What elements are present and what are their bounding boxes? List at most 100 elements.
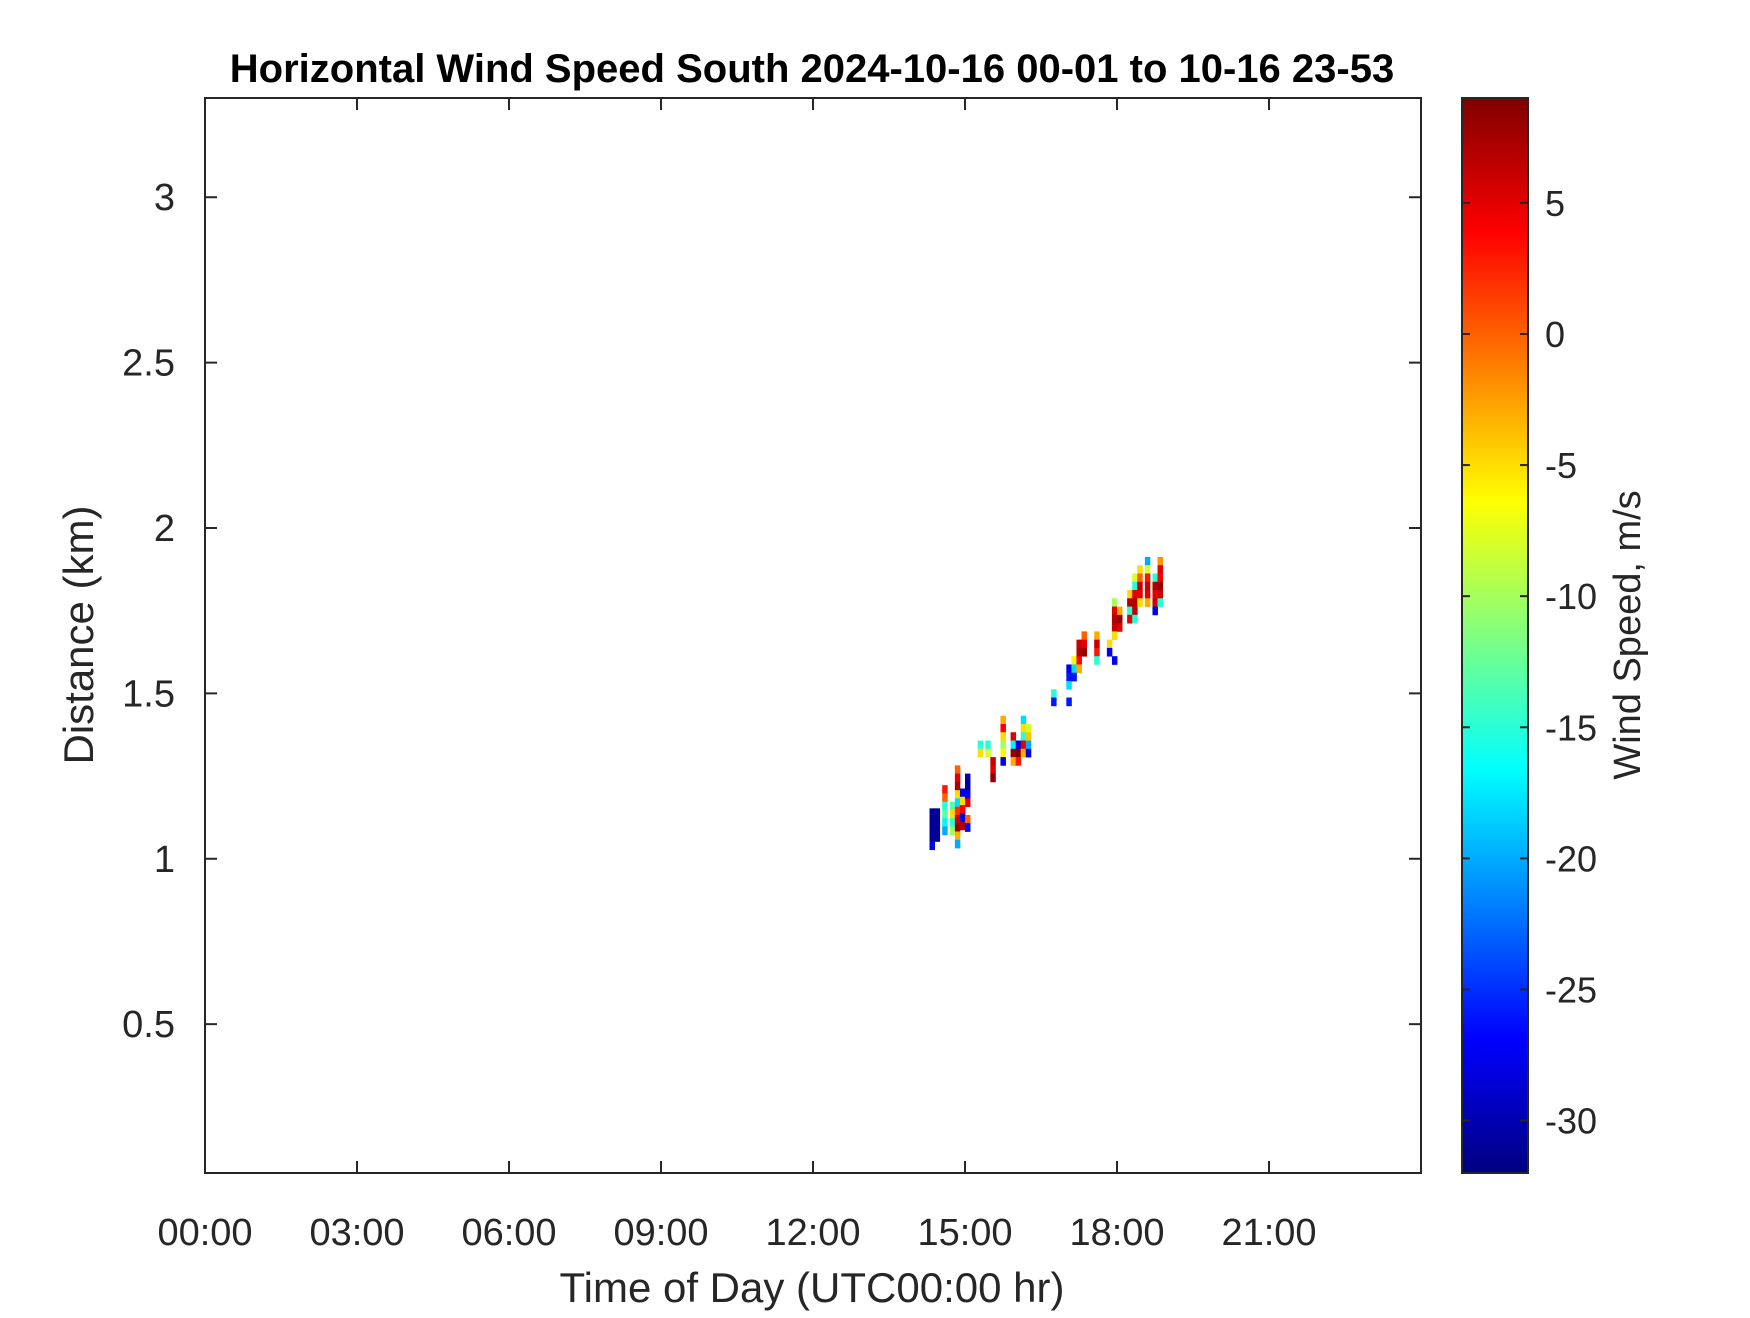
heatmap-cell <box>1076 656 1082 665</box>
heatmap-cell <box>1076 639 1082 649</box>
heatmap-cell <box>1132 614 1138 624</box>
heatmap-cell <box>1015 740 1022 750</box>
heatmap-cell <box>1081 647 1087 657</box>
heatmap-cell <box>1010 757 1017 766</box>
chart-title: Horizontal Wind Speed South 2024-10-16 0… <box>230 47 1394 91</box>
heatmap-cell <box>990 773 996 783</box>
heatmap-cell <box>965 790 971 799</box>
heatmap-cell <box>929 808 935 817</box>
heatmap-cell <box>1000 723 1006 733</box>
heatmap-cell <box>1132 606 1138 616</box>
heatmap-cell <box>954 790 961 799</box>
y-axis-label: Distance (km) <box>55 505 102 764</box>
heatmap-cell <box>1094 639 1100 649</box>
heatmap-cell <box>1076 647 1082 657</box>
heatmap-cell <box>1020 740 1027 750</box>
x-tick-label: 12:00 <box>765 1212 860 1254</box>
heatmap-cell <box>929 841 935 851</box>
heatmap-cell <box>990 757 996 766</box>
heatmap-cell <box>942 818 948 827</box>
heatmap-cell <box>1015 757 1022 766</box>
heatmap-cell <box>1127 614 1133 624</box>
heatmap-cell <box>942 785 948 794</box>
y-tick-label: 1.5 <box>122 673 175 715</box>
heatmap-cell <box>985 740 991 750</box>
colorbar-tick-label: -10 <box>1545 576 1597 617</box>
heatmap-cell <box>942 793 948 803</box>
heatmap-cell <box>1010 732 1017 741</box>
heatmap-cell <box>942 826 948 836</box>
x-tick-label: 03:00 <box>309 1212 404 1254</box>
heatmap-cell <box>1051 697 1057 707</box>
heatmap-cell <box>959 813 966 822</box>
heatmap-cell <box>949 818 956 827</box>
heatmap-cell <box>1020 723 1027 733</box>
heatmap-cell <box>1094 647 1100 657</box>
heatmap-cell <box>1066 672 1072 682</box>
heatmap-cell <box>965 781 971 791</box>
heatmap-cell <box>1132 590 1138 599</box>
heatmap-cell <box>929 824 935 834</box>
heatmap-cell <box>934 833 941 842</box>
heatmap-cell <box>929 833 935 842</box>
heatmap-cell <box>1111 614 1118 624</box>
heatmap-cell <box>1144 556 1151 566</box>
heatmap-cell <box>1117 623 1123 632</box>
heatmap-cell <box>1025 723 1032 733</box>
x-tick-label: 18:00 <box>1069 1212 1164 1254</box>
x-tick-label: 00:00 <box>157 1212 252 1254</box>
heatmap-cell <box>1000 757 1006 766</box>
heatmap-cell <box>1020 748 1027 758</box>
heatmap-cell <box>1127 606 1133 616</box>
heatmap-cell <box>1111 606 1118 616</box>
heatmap-cell <box>1152 598 1158 607</box>
heatmap-cell <box>1000 732 1006 741</box>
heatmap-cell <box>1020 715 1027 725</box>
heatmap-cell <box>1066 680 1072 690</box>
heatmap-cell <box>954 806 961 816</box>
heatmap-cell <box>1152 573 1158 583</box>
y-tick-label: 0.5 <box>122 1004 175 1046</box>
heatmap-cell <box>942 809 948 819</box>
heatmap-cell <box>934 808 941 817</box>
heatmap-cell <box>1000 748 1006 758</box>
heatmap-cell <box>1132 581 1138 591</box>
heatmap-cell <box>1137 581 1143 591</box>
heatmap-cell <box>1132 598 1138 607</box>
x-axis-label: Time of Day (UTC00:00 hr) <box>560 1264 1065 1311</box>
heatmap-cell <box>959 805 966 814</box>
heatmap-cell <box>1025 740 1032 750</box>
colorbar-tick-label: 0 <box>1545 314 1565 355</box>
heatmap-cell <box>1106 639 1113 649</box>
x-tick-label: 21:00 <box>1221 1212 1316 1254</box>
heatmap-cell <box>1157 573 1163 583</box>
heatmap-cell <box>977 748 984 758</box>
heatmap-cell <box>1132 573 1138 583</box>
colorbar-tick-label: -15 <box>1545 707 1597 748</box>
heatmap-cell <box>1081 639 1087 649</box>
heatmap-cell <box>965 814 971 824</box>
heatmap-cell <box>959 788 966 798</box>
colorbar-label: Wind Speed, m/s <box>1607 490 1649 779</box>
heatmap-cell <box>959 821 966 831</box>
heatmap-cell <box>1144 581 1151 591</box>
heatmap-cell <box>1117 614 1123 624</box>
heatmap-cell <box>1066 664 1072 674</box>
heatmap-cell <box>1157 581 1163 591</box>
heatmap-cell <box>1020 732 1027 741</box>
heatmap-cell <box>1071 656 1077 665</box>
heatmap-cell <box>1081 631 1087 641</box>
heatmap-cell <box>1094 631 1100 641</box>
heatmap-cell <box>954 765 961 774</box>
heatmap-cell <box>1051 689 1057 698</box>
heatmap-cell <box>954 781 961 791</box>
heatmap-cell <box>954 798 961 808</box>
heatmap-cell <box>1010 748 1017 758</box>
heatmap-cell <box>954 839 961 849</box>
heatmap-cell <box>1144 565 1151 574</box>
heatmap-cell <box>1157 556 1163 566</box>
heatmap-cell <box>1144 598 1151 607</box>
heatmap-cells <box>929 556 1163 851</box>
